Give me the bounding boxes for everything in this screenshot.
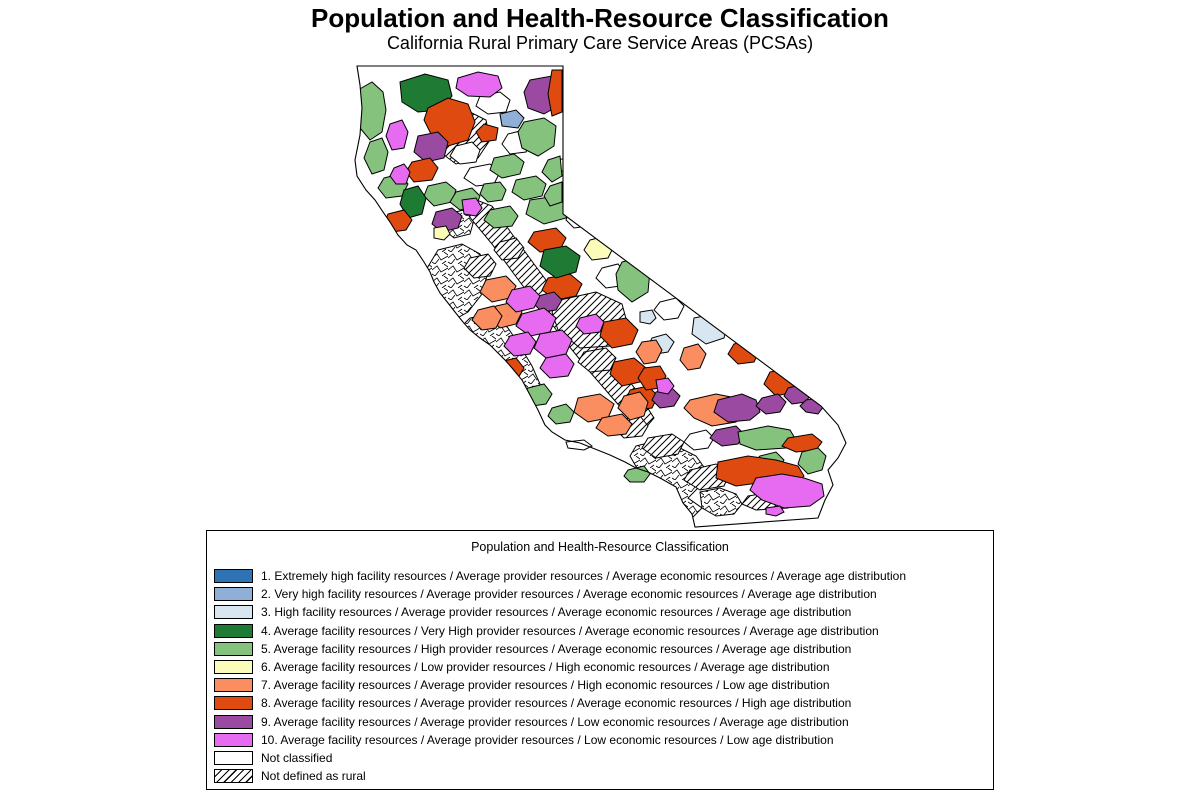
legend-item-7: 7. Average facility resources / Average … xyxy=(214,676,993,694)
legend-item-5: 5. Average facility resources / High pro… xyxy=(214,640,993,658)
map-region-c9 xyxy=(413,131,449,163)
map-region-white xyxy=(565,439,593,451)
legend-item-9: 9. Average facility resources / Average … xyxy=(214,713,993,731)
legend-label-11: Not classified xyxy=(261,750,333,765)
legend-item-1: 1. Extremely high facility resources / A… xyxy=(214,567,993,585)
legend-swatch-9 xyxy=(214,714,253,729)
legend-label-4: 4. Average facility resources / Very Hig… xyxy=(261,623,879,638)
legend-label-8: 8. Average facility resources / Average … xyxy=(261,696,852,711)
legend-label-12: Not defined as rural xyxy=(261,769,366,784)
legend-box: Population and Health-Resource Classific… xyxy=(206,530,994,790)
map-region-c8 xyxy=(547,69,563,117)
legend-item-4: 4. Average facility resources / Very Hig… xyxy=(214,622,993,640)
legend-swatch-7 xyxy=(214,678,253,693)
california-map xyxy=(340,55,855,535)
map-region-c6 xyxy=(433,225,451,241)
map-region-c9 xyxy=(709,425,745,447)
map-region-c7 xyxy=(679,343,707,371)
pcsa-regions xyxy=(355,69,827,519)
map-region-c10 xyxy=(455,71,503,98)
map-region-c10 xyxy=(749,473,825,509)
legend-swatch-hatch xyxy=(214,769,253,784)
legend-item-8: 8. Average facility resources / Average … xyxy=(214,694,993,712)
map-region-c10 xyxy=(503,331,537,357)
map-region-c10 xyxy=(765,505,785,517)
legend-item-12: Not defined as rural xyxy=(214,767,993,785)
map-region-c10 xyxy=(461,197,483,217)
map-region-c9 xyxy=(431,207,463,233)
map-region-c9 xyxy=(713,393,761,423)
legend-label-10: 10. Average facility resources / Average… xyxy=(261,732,834,747)
legend-label-5: 5. Average facility resources / High pro… xyxy=(261,641,852,656)
map-region-c5 xyxy=(517,117,557,157)
map-region-c10 xyxy=(539,353,575,379)
map-region-c5 xyxy=(543,181,563,207)
map-region-c2 xyxy=(499,109,525,129)
map-region-c7 xyxy=(471,305,503,331)
legend-label-9: 9. Average facility resources / Average … xyxy=(261,714,849,729)
map-region-c5 xyxy=(363,137,389,175)
legend-label-6: 6. Average facility resources / Low prov… xyxy=(261,660,830,675)
map-region-white xyxy=(449,141,481,165)
map-region-c10 xyxy=(575,313,605,335)
map-region-c8 xyxy=(609,357,647,387)
map-region-c10 xyxy=(385,119,409,151)
map-region-c5 xyxy=(511,175,547,201)
map-region-c5 xyxy=(797,447,827,475)
legend-swatch-2 xyxy=(214,587,253,602)
map-region-white xyxy=(683,429,715,451)
california-map-svg xyxy=(354,65,847,528)
map-region-c9 xyxy=(755,393,787,415)
legend-title: Population and Health-Resource Classific… xyxy=(471,540,729,554)
legend-swatch-6 xyxy=(214,660,253,675)
map-region-c5 xyxy=(541,155,563,183)
legend-label-2: 2. Very high facility resources / Averag… xyxy=(261,587,877,602)
map-region-c10 xyxy=(655,377,675,395)
legend-item-6: 6. Average facility resources / Low prov… xyxy=(214,658,993,676)
map-region-c5 xyxy=(479,181,507,203)
figure-title: Population and Health-Resource Classific… xyxy=(311,3,889,33)
legend-swatch-3 xyxy=(214,605,253,620)
legend-item-10: 10. Average facility resources / Average… xyxy=(214,731,993,749)
map-region-c5 xyxy=(483,205,519,229)
map-region-c10 xyxy=(505,285,541,313)
legend-swatch-10 xyxy=(214,732,253,747)
map-region-hatch xyxy=(493,237,525,261)
map-region-c10 xyxy=(389,163,411,185)
figure-subtitle: California Rural Primary Care Service Ar… xyxy=(386,33,814,53)
map-region-hatch xyxy=(463,253,497,279)
map-region-c4 xyxy=(399,185,427,219)
legend-swatch-5 xyxy=(214,641,253,656)
legend-swatch-8 xyxy=(214,696,253,711)
map-region-c5 xyxy=(547,403,575,425)
map-region-c8 xyxy=(475,123,499,143)
map-region-hatch xyxy=(641,433,685,459)
legend-swatch-4 xyxy=(214,623,253,638)
legend-label-1: 1. Extremely high facility resources / A… xyxy=(261,569,906,584)
legend-swatch-1 xyxy=(214,569,253,584)
map-region-c7 xyxy=(635,339,663,365)
map-region-c4 xyxy=(539,245,581,279)
legend-item-3: 3. High facility resources / Average pro… xyxy=(214,603,993,621)
legend-rows: 1. Extremely high facility resources / A… xyxy=(214,567,993,785)
map-region-c7 xyxy=(617,391,649,421)
legend-label-3: 3. High facility resources / Average pro… xyxy=(261,605,852,620)
map-region-dense xyxy=(699,487,743,517)
map-region-c8 xyxy=(599,317,639,349)
map-region-c3 xyxy=(639,309,657,325)
legend-item-11: Not classified xyxy=(214,749,993,767)
legend-label-7: 7. Average facility resources / Average … xyxy=(261,678,830,693)
state-outline-stroke xyxy=(354,65,847,528)
legend-item-2: 2. Very high facility resources / Averag… xyxy=(214,585,993,603)
legend-swatch-11 xyxy=(214,750,253,765)
map-region-hatch xyxy=(577,347,617,373)
map-region-c5 xyxy=(489,153,525,179)
map-region-c7 xyxy=(595,413,633,437)
